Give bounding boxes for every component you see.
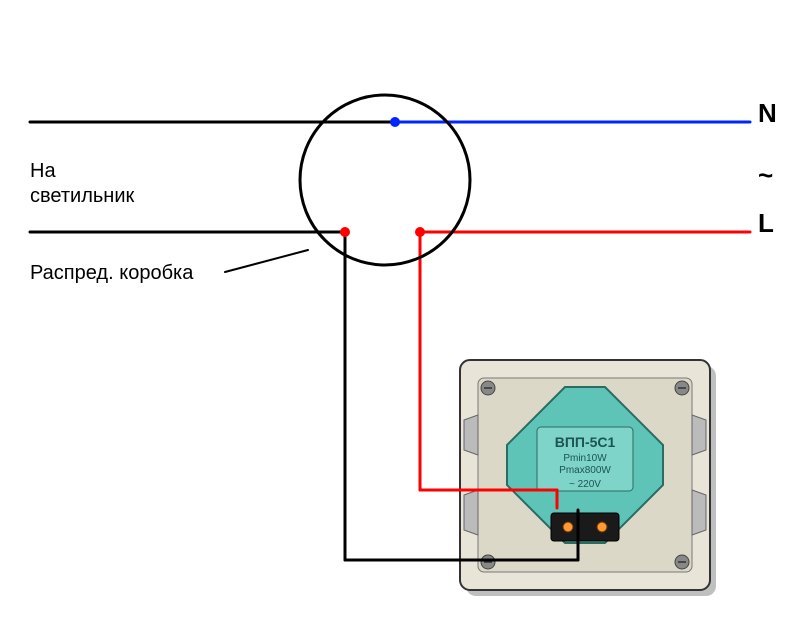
label-ac: ~ — [758, 160, 773, 191]
label-to-light-line1: На — [30, 160, 56, 183]
svg-text:~ 220V: ~ 220V — [569, 479, 601, 490]
label-to-light-line2: светильник — [30, 185, 134, 208]
svg-text:Pmin10W: Pmin10W — [563, 453, 607, 464]
svg-text:Pmax800W: Pmax800W — [559, 465, 611, 476]
label-neutral: N — [758, 98, 777, 129]
svg-text:ВПП-5С1: ВПП-5С1 — [555, 434, 616, 450]
label-junction-box: Распред. коробка — [30, 262, 193, 285]
label-live: L — [758, 208, 774, 239]
wiring-svg: ВПП-5С1 Pmin10WPmax800W ~ 220V — [0, 0, 800, 628]
